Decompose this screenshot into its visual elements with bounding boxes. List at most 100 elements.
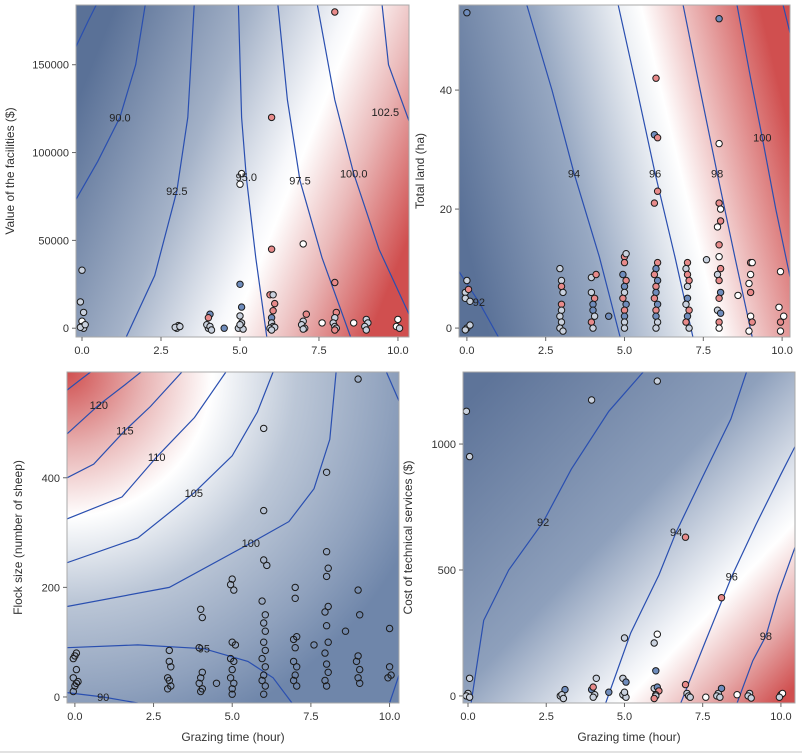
data-point — [228, 575, 236, 583]
data-point — [620, 634, 629, 642]
data-point — [622, 276, 630, 285]
data-point — [465, 452, 474, 461]
x-tick-label: 5.0 — [225, 711, 240, 723]
data-point — [650, 694, 658, 703]
contour-label: 100 — [753, 133, 771, 145]
contour-line-90 — [76, 5, 146, 201]
data-point — [466, 297, 474, 305]
contour-label: 95 — [198, 644, 210, 656]
data-point — [748, 318, 756, 326]
data-point — [587, 396, 596, 404]
data-point — [258, 597, 266, 605]
contour-line-105 — [67, 372, 274, 564]
data-point — [650, 294, 659, 302]
data-point — [385, 624, 394, 633]
data-point — [652, 74, 660, 82]
contour-panel-3: 120 115 110 105 100 95 90 0.0 2.5 5.0 7.5 10.0 0 200 4… — [11, 371, 400, 744]
data-point — [557, 282, 566, 291]
data-point — [271, 299, 279, 308]
data-point — [733, 691, 741, 699]
x-tick-label: 7.5 — [695, 711, 710, 723]
data-point — [293, 633, 301, 641]
data-point — [291, 644, 299, 652]
data-point — [165, 646, 174, 655]
y-tick-label: 1000 — [432, 439, 456, 451]
data-point — [324, 602, 332, 611]
data-point — [72, 665, 81, 674]
data-point — [620, 288, 629, 297]
y-tick-label: 0 — [446, 323, 452, 335]
data-point — [605, 688, 613, 696]
contour-label: 95.0 — [236, 172, 257, 184]
data-point — [650, 639, 658, 647]
contour-label: 102.5 — [372, 107, 400, 119]
contour-line-120 — [67, 372, 142, 435]
data-point — [74, 677, 82, 686]
y-tick-label: 20 — [440, 204, 452, 216]
data-point — [220, 324, 228, 332]
plot-frame — [75, 4, 410, 338]
contour-line-115 — [67, 372, 183, 479]
data-point — [748, 258, 756, 267]
y-tick-label: 100000 — [32, 148, 69, 160]
data-point — [592, 674, 600, 682]
contour-label: 96 — [649, 168, 661, 180]
data-point — [237, 169, 246, 178]
contour-line-90 — [67, 692, 138, 703]
data-point — [318, 319, 326, 327]
data-point — [747, 694, 755, 702]
contour-line-100 — [736, 5, 790, 278]
data-point — [236, 180, 244, 188]
data-point — [263, 561, 271, 570]
data-point — [461, 326, 469, 334]
data-point — [321, 676, 329, 685]
data-point — [620, 324, 629, 332]
x-tick-label: 0.0 — [74, 345, 89, 357]
data-point — [685, 306, 693, 314]
data-point — [260, 506, 268, 515]
data-point — [715, 241, 723, 249]
plot-area: 90.0 92.5 95.0 97.5 100.0 102.5 — [76, 5, 409, 337]
contour-line-102.5 — [381, 5, 409, 122]
data-point — [620, 258, 629, 267]
data-point — [683, 282, 692, 291]
data-point — [589, 306, 597, 314]
y-tick-label: 50000 — [38, 235, 69, 247]
data-point — [715, 15, 723, 23]
contour-line-95.5 — [385, 372, 399, 402]
data-point — [589, 324, 597, 332]
data-point — [198, 613, 207, 622]
data-point — [556, 312, 564, 320]
data-point — [652, 306, 660, 314]
data-point — [685, 276, 693, 285]
data-point — [230, 657, 238, 666]
x-tick-label: 7.5 — [303, 711, 318, 723]
data-point — [299, 325, 307, 333]
data-point — [356, 611, 364, 619]
data-point — [260, 424, 268, 433]
contour-label: 98 — [760, 631, 772, 643]
data-point — [683, 270, 692, 279]
data-point — [310, 641, 318, 649]
data-point — [231, 641, 240, 649]
data-point — [76, 298, 85, 306]
y-tick-label: 150000 — [32, 60, 69, 72]
data-point — [650, 270, 659, 279]
data-point — [556, 264, 564, 273]
data-point — [331, 8, 339, 16]
data-point — [463, 9, 471, 17]
x-axis-title: Grazing time (hour) — [181, 730, 284, 744]
data-point — [341, 627, 350, 635]
data-point — [165, 676, 174, 685]
data-point — [683, 312, 692, 320]
contour-line-100 — [67, 372, 337, 608]
data-point — [653, 276, 662, 285]
contour-line-92.5 — [125, 5, 195, 337]
y-axis-title: Cost of technical services ($) — [401, 460, 415, 614]
x-tick-label: 10.0 — [387, 345, 408, 357]
y-tick-label: 400 — [42, 473, 60, 485]
contour-label: 105 — [185, 488, 203, 500]
data-point — [716, 693, 724, 701]
contour-label: 115 — [116, 426, 134, 438]
data-point — [587, 288, 596, 297]
